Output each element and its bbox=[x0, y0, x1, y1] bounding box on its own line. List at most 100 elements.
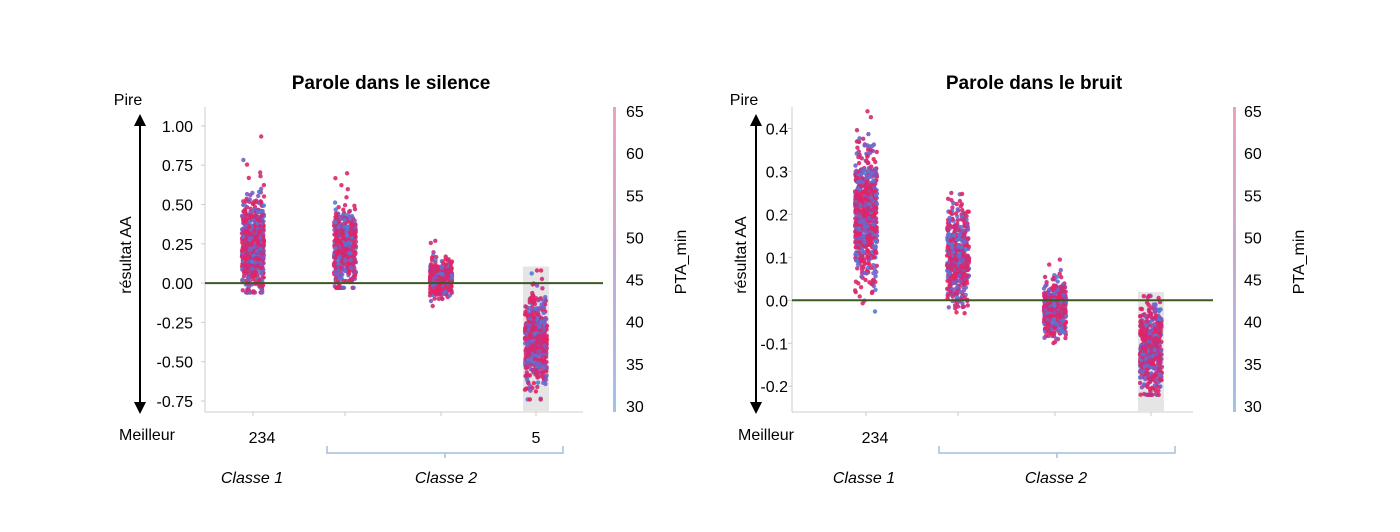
data-point bbox=[959, 191, 965, 197]
data-point bbox=[945, 196, 951, 201]
data-point bbox=[1051, 291, 1057, 296]
y-axis-label: résultat AA bbox=[118, 216, 135, 294]
data-point bbox=[534, 321, 540, 327]
data-point bbox=[949, 266, 954, 271]
data-point bbox=[1158, 348, 1164, 353]
data-point bbox=[1048, 307, 1053, 312]
data-point bbox=[965, 303, 970, 308]
data-point bbox=[533, 389, 539, 394]
data-point bbox=[965, 227, 971, 232]
data-point bbox=[854, 139, 860, 144]
data-point bbox=[960, 207, 965, 213]
data-point bbox=[544, 373, 549, 378]
data-point bbox=[334, 285, 339, 290]
data-point bbox=[872, 309, 878, 314]
data-point bbox=[431, 250, 436, 255]
data-point bbox=[868, 195, 873, 200]
meilleur-label: Meilleur bbox=[119, 427, 176, 444]
data-point bbox=[1059, 305, 1064, 311]
data-point bbox=[1153, 328, 1158, 333]
data-point bbox=[1149, 385, 1155, 391]
data-point bbox=[539, 302, 544, 307]
data-point bbox=[964, 213, 969, 219]
data-point bbox=[1042, 274, 1048, 280]
chart-title: Parole dans le bruit bbox=[946, 73, 1123, 94]
data-point bbox=[439, 265, 444, 270]
data-point bbox=[333, 207, 338, 212]
data-point bbox=[260, 290, 265, 295]
data-point bbox=[253, 234, 258, 240]
data-point bbox=[261, 194, 267, 199]
data-point bbox=[1061, 293, 1066, 298]
y-tick-label: -0.50 bbox=[157, 355, 194, 372]
data-point bbox=[538, 363, 544, 369]
data-point bbox=[526, 352, 531, 357]
data-point bbox=[257, 218, 262, 223]
data-point bbox=[955, 244, 961, 249]
data-point bbox=[348, 232, 353, 237]
data-point bbox=[866, 216, 872, 221]
y-tick-label: 0.25 bbox=[162, 237, 193, 254]
data-point bbox=[525, 357, 531, 362]
data-point bbox=[433, 274, 438, 280]
data-point bbox=[1153, 366, 1158, 371]
data-point bbox=[856, 160, 862, 166]
data-point bbox=[344, 195, 349, 200]
colorbar-tick-label: 60 bbox=[1244, 146, 1262, 163]
data-point bbox=[539, 374, 545, 379]
data-point bbox=[530, 312, 535, 317]
data-point bbox=[245, 270, 250, 275]
data-point bbox=[338, 272, 344, 277]
data-point bbox=[949, 197, 954, 203]
data-point bbox=[253, 270, 258, 275]
data-point bbox=[959, 245, 964, 250]
data-point bbox=[867, 232, 872, 237]
data-point bbox=[1053, 284, 1059, 289]
data-point bbox=[947, 223, 953, 228]
data-point bbox=[864, 175, 869, 181]
data-point bbox=[347, 214, 352, 220]
data-point bbox=[442, 289, 448, 294]
data-point bbox=[951, 280, 956, 285]
data-point bbox=[344, 171, 350, 176]
data-point bbox=[541, 380, 546, 385]
data-point bbox=[352, 218, 357, 223]
data-point bbox=[949, 190, 954, 196]
data-point bbox=[857, 239, 862, 245]
data-point bbox=[1057, 315, 1063, 320]
data-point bbox=[249, 272, 254, 277]
data-point bbox=[872, 173, 878, 178]
colorbar bbox=[1233, 107, 1236, 412]
data-point bbox=[1148, 323, 1153, 328]
data-point bbox=[255, 210, 261, 215]
data-point bbox=[1137, 380, 1143, 386]
data-point bbox=[862, 240, 867, 245]
data-point bbox=[859, 169, 864, 174]
data-point bbox=[945, 228, 951, 233]
x-label-first: 234 bbox=[249, 430, 276, 447]
data-point bbox=[1156, 359, 1161, 364]
data-point bbox=[1144, 300, 1150, 305]
data-point bbox=[351, 285, 356, 290]
data-point bbox=[853, 229, 858, 234]
data-point bbox=[433, 238, 438, 243]
data-point bbox=[853, 163, 858, 168]
data-point bbox=[536, 349, 541, 354]
data-point bbox=[241, 226, 246, 231]
data-point bbox=[870, 281, 875, 287]
data-point bbox=[342, 203, 348, 208]
data-point bbox=[333, 231, 338, 236]
data-point bbox=[440, 272, 445, 277]
data-point bbox=[865, 109, 870, 114]
data-point bbox=[858, 285, 864, 290]
data-point bbox=[1148, 378, 1154, 383]
data-point bbox=[870, 218, 876, 223]
data-point bbox=[867, 202, 872, 207]
data-point bbox=[1147, 354, 1152, 360]
data-point bbox=[867, 242, 872, 247]
class-2-label: Classe 2 bbox=[415, 470, 477, 487]
data-point bbox=[257, 278, 262, 283]
data-point bbox=[1157, 353, 1163, 358]
data-point bbox=[1047, 262, 1052, 267]
data-point bbox=[1149, 392, 1154, 397]
